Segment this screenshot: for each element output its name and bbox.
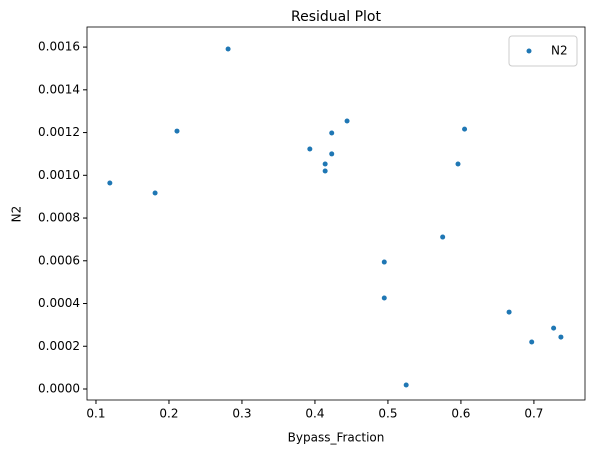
point xyxy=(558,334,564,340)
legend-label: N2 xyxy=(551,44,568,58)
point xyxy=(329,130,335,136)
y-tick-label: 0.0016 xyxy=(38,40,80,54)
chart-title: Residual Plot xyxy=(291,9,381,25)
point xyxy=(329,151,335,157)
y-tick-label: 0.0002 xyxy=(38,339,80,353)
plot-frame xyxy=(86,26,586,401)
point xyxy=(152,190,158,196)
x-axis-label: Bypass_Fraction xyxy=(288,431,385,445)
point xyxy=(381,259,387,265)
x-tick-label: 0.6 xyxy=(451,407,470,421)
point xyxy=(225,46,231,52)
y-tick-label: 0.0012 xyxy=(38,125,80,139)
x-tick-label: 0.2 xyxy=(159,407,178,421)
point xyxy=(506,309,512,315)
y-tick-label: 0.0014 xyxy=(38,82,80,96)
point xyxy=(529,339,535,345)
point xyxy=(381,295,387,301)
x-tick-label: 0.1 xyxy=(86,407,105,421)
point xyxy=(440,234,446,240)
x-tick-label: 0.3 xyxy=(232,407,251,421)
x-tick-label: 0.7 xyxy=(524,407,543,421)
y-tick-label: 0.0006 xyxy=(38,253,80,267)
y-tick-label: 0.0010 xyxy=(38,168,80,182)
point xyxy=(455,161,461,167)
point xyxy=(174,128,180,134)
point xyxy=(344,118,350,124)
y-tick-label: 0.0008 xyxy=(38,211,80,225)
legend-box xyxy=(508,35,578,67)
y-tick-label: 0.0000 xyxy=(38,381,80,395)
x-tick-label: 0.4 xyxy=(305,407,324,421)
point xyxy=(307,146,313,152)
point xyxy=(322,168,328,174)
y-tick-label: 0.0004 xyxy=(38,296,80,310)
x-tick-label: 0.5 xyxy=(378,407,397,421)
y-axis-label: N2 xyxy=(10,206,24,223)
point xyxy=(403,382,409,388)
legend-marker xyxy=(526,48,532,54)
point xyxy=(107,180,113,186)
point xyxy=(551,325,557,331)
point xyxy=(462,126,468,132)
point xyxy=(322,161,328,167)
